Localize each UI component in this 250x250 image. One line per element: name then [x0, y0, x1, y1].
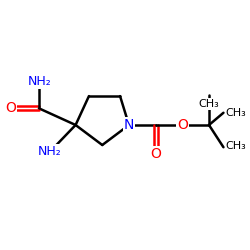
Text: CH₃: CH₃	[225, 141, 246, 151]
Text: NH₂: NH₂	[28, 75, 52, 88]
Text: N: N	[124, 118, 134, 132]
Text: O: O	[177, 118, 188, 132]
Text: O: O	[150, 147, 161, 161]
Text: NH₂: NH₂	[38, 145, 62, 158]
Text: CH₃: CH₃	[198, 99, 219, 109]
Text: CH₃: CH₃	[225, 108, 246, 118]
Text: O: O	[6, 101, 16, 115]
